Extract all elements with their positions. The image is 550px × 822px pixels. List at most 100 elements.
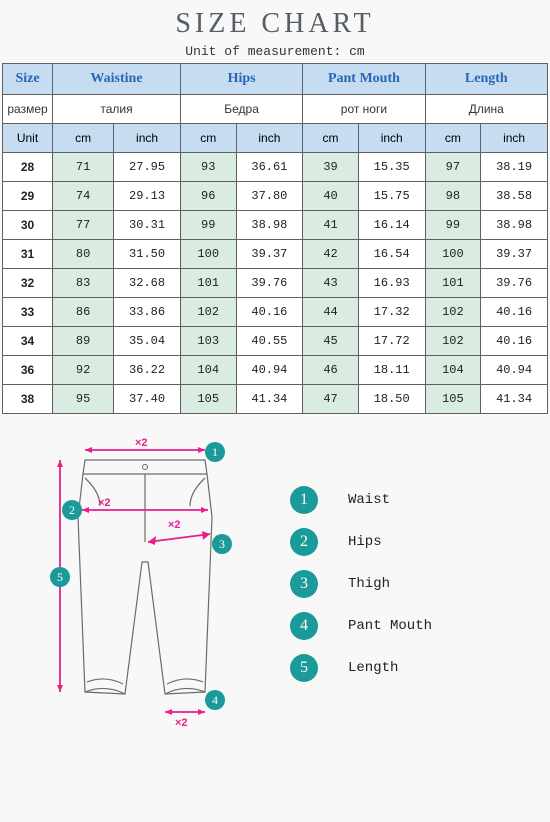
table-cell: 102 <box>425 298 481 327</box>
x2-hips: ×2 <box>98 497 111 509</box>
col-group-ru: талия <box>53 95 181 124</box>
col-unit: inch <box>236 124 303 153</box>
diagram-badge-1: 1 <box>212 445 218 459</box>
table-cell: 40.16 <box>481 327 548 356</box>
table-cell: 100 <box>180 240 236 269</box>
table-cell: 38.98 <box>481 211 548 240</box>
table-cell: 39.76 <box>236 269 303 298</box>
table-cell: 86 <box>53 298 114 327</box>
table-cell: 77 <box>53 211 114 240</box>
table-row: 307730.319938.984116.149938.98 <box>3 211 548 240</box>
legend-label: Length <box>348 660 398 676</box>
col-unit: Unit <box>3 124 53 153</box>
table-cell: 101 <box>425 269 481 298</box>
table-cell: 31.50 <box>114 240 181 269</box>
table-cell: 40 <box>303 182 359 211</box>
table-cell: 17.32 <box>358 298 425 327</box>
table-cell: 46 <box>303 356 359 385</box>
table-cell: 102 <box>425 327 481 356</box>
table-row: 297429.139637.804015.759838.58 <box>3 182 548 211</box>
table-cell: 38 <box>3 385 53 414</box>
legend-badge: 3 <box>290 570 318 598</box>
x2-thigh: ×2 <box>168 519 181 531</box>
table-cell: 40.16 <box>481 298 548 327</box>
table-cell: 40.94 <box>236 356 303 385</box>
table-cell: 43 <box>303 269 359 298</box>
x2-waist: ×2 <box>135 437 148 449</box>
table-cell: 97 <box>425 153 481 182</box>
col-size: Size <box>3 64 53 95</box>
table-cell: 35.04 <box>114 327 181 356</box>
legend-label: Thigh <box>348 576 390 592</box>
table-cell: 103 <box>180 327 236 356</box>
table-cell: 89 <box>53 327 114 356</box>
table-cell: 27.95 <box>114 153 181 182</box>
table-row: 338633.8610240.164417.3210240.16 <box>3 298 548 327</box>
table-row: 369236.2210440.944618.1110440.94 <box>3 356 548 385</box>
table-cell: 95 <box>53 385 114 414</box>
col-group: Hips <box>180 64 302 95</box>
table-cell: 32 <box>3 269 53 298</box>
legend-row: 3 Thigh <box>290 570 432 598</box>
table-cell: 47 <box>303 385 359 414</box>
table-cell: 44 <box>303 298 359 327</box>
subtitle: Unit of measurement: cm <box>0 42 550 63</box>
table-cell: 16.54 <box>358 240 425 269</box>
table-cell: 42 <box>303 240 359 269</box>
table-cell: 39.76 <box>481 269 548 298</box>
col-unit: inch <box>114 124 181 153</box>
table-cell: 41.34 <box>481 385 548 414</box>
table-cell: 104 <box>425 356 481 385</box>
table-row: 389537.4010541.344718.5010541.34 <box>3 385 548 414</box>
col-unit: cm <box>303 124 359 153</box>
legend-badge: 5 <box>290 654 318 682</box>
table-cell: 31 <box>3 240 53 269</box>
table-cell: 92 <box>53 356 114 385</box>
table-row: 348935.0410340.554517.7210240.16 <box>3 327 548 356</box>
legend-label: Pant Mouth <box>348 618 432 634</box>
table-cell: 36.22 <box>114 356 181 385</box>
table-row: 287127.959336.613915.359738.19 <box>3 153 548 182</box>
table-cell: 40.94 <box>481 356 548 385</box>
col-group: Pant Mouth <box>303 64 425 95</box>
table-cell: 93 <box>180 153 236 182</box>
size-table: SizeWaistineHipsPant MouthLength размерт… <box>2 63 548 414</box>
table-cell: 100 <box>425 240 481 269</box>
col-group: Waistine <box>53 64 181 95</box>
col-group: Length <box>425 64 547 95</box>
legend-badge: 4 <box>290 612 318 640</box>
table-cell: 30.31 <box>114 211 181 240</box>
table-cell: 74 <box>53 182 114 211</box>
legend-badge: 2 <box>290 528 318 556</box>
table-cell: 18.50 <box>358 385 425 414</box>
legend-badge: 1 <box>290 486 318 514</box>
table-cell: 34 <box>3 327 53 356</box>
size-chart-page: { "title": "SIZE CHART", "subtitle": "Un… <box>0 0 550 767</box>
table-cell: 104 <box>180 356 236 385</box>
page-title: SIZE CHART <box>0 0 550 42</box>
table-cell: 102 <box>180 298 236 327</box>
table-cell: 36.61 <box>236 153 303 182</box>
table-row: 328332.6810139.764316.9310139.76 <box>3 269 548 298</box>
legend-row: 1Waist <box>290 486 432 514</box>
table-cell: 37.80 <box>236 182 303 211</box>
table-cell: 40.16 <box>236 298 303 327</box>
table-cell: 45 <box>303 327 359 356</box>
pants-diagram: ×2 1 ×2 2 ×2 3 ×2 4 <box>30 432 260 737</box>
table-cell: 101 <box>180 269 236 298</box>
legend-label: Hips <box>348 534 382 550</box>
diagram-badge-4: 4 <box>212 693 218 707</box>
table-cell: 71 <box>53 153 114 182</box>
table-cell: 36 <box>3 356 53 385</box>
col-unit: cm <box>53 124 114 153</box>
diagram-badge-5: 5 <box>57 570 63 584</box>
col-group-ru: рот ноги <box>303 95 425 124</box>
x2-mouth: ×2 <box>175 717 188 729</box>
col-unit: cm <box>425 124 481 153</box>
col-unit: inch <box>358 124 425 153</box>
table-cell: 38.58 <box>481 182 548 211</box>
table-cell: 80 <box>53 240 114 269</box>
table-cell: 28 <box>3 153 53 182</box>
table-cell: 41 <box>303 211 359 240</box>
table-cell: 16.14 <box>358 211 425 240</box>
